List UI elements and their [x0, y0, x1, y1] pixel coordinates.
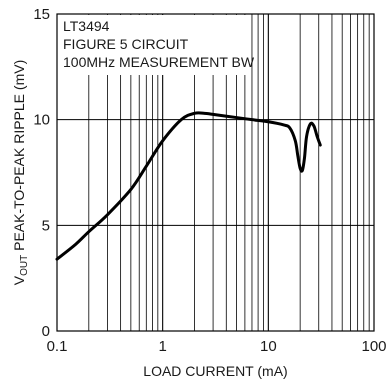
- annotation-line-1: LT3494: [63, 18, 110, 34]
- annotation-line-3: 100MHz MEASUREMENT BW: [63, 54, 255, 70]
- x-tick-label: 100: [361, 338, 386, 355]
- y-tick-label: 0: [42, 323, 50, 340]
- grid-lines: [57, 14, 374, 331]
- y-tick-label: 10: [33, 112, 50, 129]
- y-tick-label: 15: [33, 6, 50, 23]
- annotation-block: LT3494 FIGURE 5 CIRCUIT 100MHz MEASUREME…: [63, 18, 255, 70]
- ripple-curve: [55, 111, 322, 261]
- y-tick-label: 5: [42, 217, 50, 234]
- annotation-line-2: FIGURE 5 CIRCUIT: [63, 36, 189, 52]
- x-tick-label: 0.1: [47, 338, 68, 355]
- x-tick-label: 1: [158, 338, 166, 355]
- y-axis-title-subscript: OUT: [19, 255, 30, 276]
- y-axis-title-suffix: PEAK-TO-PEAK RIPPLE (mV): [11, 60, 27, 255]
- x-axis-title: LOAD CURRENT (mA): [143, 363, 287, 379]
- plot-frame: [56, 13, 375, 332]
- annotation-background: [58, 15, 248, 75]
- tick-labels: 0.1 1 10 100 0 5 10 15: [33, 6, 386, 355]
- x-tick-label: 10: [260, 338, 277, 355]
- y-axis-title: VOUT PEAK-TO-PEAK RIPPLE (mV): [11, 60, 30, 285]
- series-group: [55, 111, 322, 261]
- y-axis-title-prefix: V: [11, 275, 27, 285]
